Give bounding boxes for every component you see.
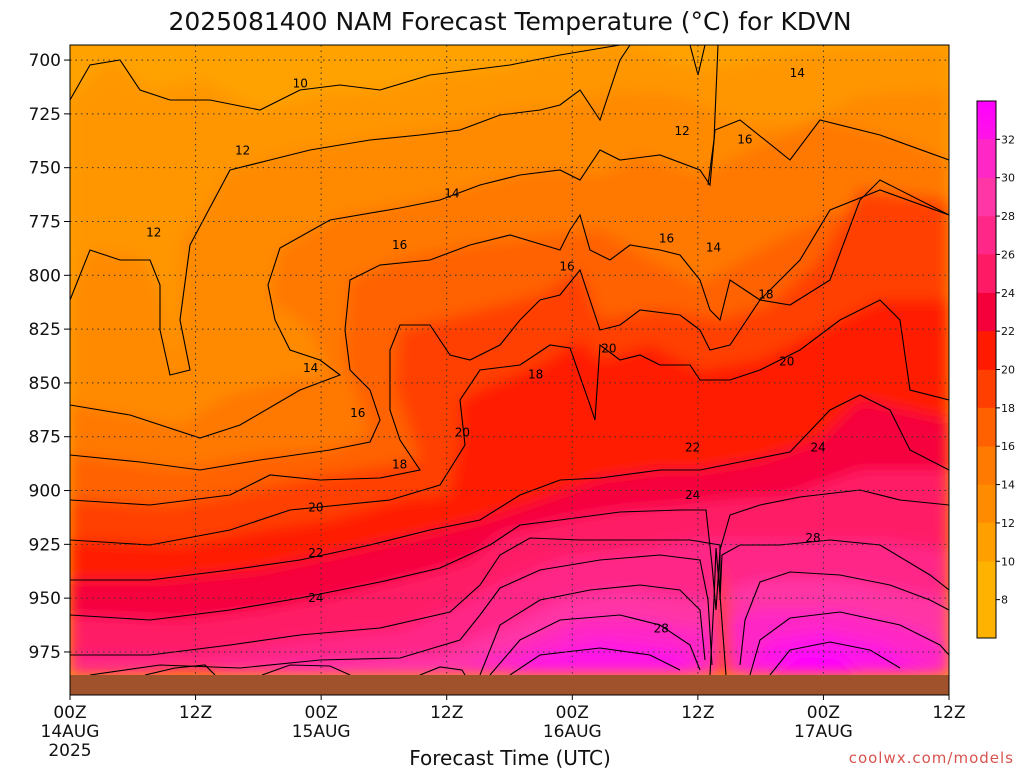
contour-label: 12: [146, 225, 161, 239]
y-tick-label: 925: [29, 535, 61, 555]
temperature-field: [70, 45, 949, 675]
contour-label: 22: [308, 546, 323, 560]
contour-label: 16: [659, 232, 674, 246]
contour-label: 14: [790, 66, 805, 80]
contour-label: 22: [685, 440, 700, 454]
y-tick-label: 900: [29, 482, 61, 502]
y-tick-label: 700: [29, 51, 61, 71]
contour-label: 12: [675, 124, 690, 138]
credit-text: coolwx.com/models: [849, 749, 1014, 767]
chart-title: 2025081400 NAM Forecast Temperature (°C)…: [168, 7, 851, 36]
plot-frame: [69, 44, 950, 696]
contour-label: 20: [308, 501, 323, 515]
colorbar: 8 10 12 14 16 18 20 22 24 26 28 30 32: [976, 100, 1015, 639]
colorbar-tick-label: 18: [1001, 402, 1015, 415]
contour-label: 16: [737, 133, 752, 147]
x-tick-label: 00Z: [807, 703, 840, 723]
x-tick-label: 00Z: [305, 703, 338, 723]
contour-lines: [70, 45, 949, 675]
y-tick-label: 775: [29, 212, 61, 232]
contour-label: 24: [811, 440, 826, 454]
contour-label: 12: [235, 143, 250, 157]
colorbar-tick-label: 8: [1001, 594, 1008, 607]
contour-label: 10: [293, 77, 308, 91]
x-tick-label: 12Z: [430, 703, 463, 723]
y-axis: 700 725 750 775 800 825 850 875 900 925 950 975: [29, 51, 70, 663]
y-tick-label: 825: [29, 320, 61, 340]
contour-label: 16: [350, 406, 365, 420]
contour-label: 16: [392, 238, 407, 252]
colorbar-tick-label: 30: [1001, 172, 1015, 185]
x-tick-label: 12Z: [681, 703, 714, 723]
x-tick-label: 12Z: [179, 703, 212, 723]
colorbar-swatch: [976, 100, 997, 639]
contour-label: 14: [706, 240, 721, 254]
y-tick-label: 850: [29, 374, 61, 394]
x-axis-label: Forecast Time (UTC): [409, 746, 611, 768]
colorbar-tick-label: 14: [1001, 479, 1015, 492]
x-tick-label: 00Z: [556, 703, 589, 723]
contour-label: 20: [779, 354, 794, 368]
contour-label: 20: [601, 341, 616, 355]
colorbar-tick-label: 32: [1001, 133, 1015, 146]
colorbar-tick-label: 10: [1001, 555, 1015, 568]
x-tick-date: 17AUG: [794, 722, 853, 742]
contour-label: 16: [559, 260, 574, 274]
y-tick-label: 725: [29, 105, 61, 125]
x-tick-date: 15AUG: [292, 722, 351, 742]
contour-label: 28: [654, 621, 669, 635]
colorbar-tick-label: 20: [1001, 364, 1015, 377]
contour-label: 28: [805, 531, 820, 545]
colorbar-tick-label: 24: [1001, 287, 1015, 300]
y-tick-label: 875: [29, 428, 61, 448]
y-tick-label: 975: [29, 643, 61, 663]
x-tick-label: 00Z: [53, 703, 86, 723]
x-tick-label: 12Z: [932, 703, 965, 723]
x-tick-date: 16AUG: [543, 722, 602, 742]
contour-label: 24: [308, 591, 323, 605]
y-tick-label: 950: [29, 589, 61, 609]
colorbar-tick-label: 16: [1001, 440, 1015, 453]
x-tick-year: 2025: [48, 741, 91, 761]
y-tick-label: 800: [29, 266, 61, 286]
contour-label: 18: [392, 458, 407, 472]
ground-surface: [70, 675, 949, 695]
y-tick-label: 750: [29, 159, 61, 179]
contour-label: 20: [455, 425, 470, 439]
colorbar-tick-label: 28: [1001, 210, 1015, 223]
contour-label: 24: [685, 488, 700, 502]
colorbar-tick-label: 26: [1001, 248, 1015, 261]
contour-label: 14: [303, 361, 318, 375]
contour-labels: 10 14 12 16 12 14 12 16 16 14 16 18 14 20 20 18 16 20 22 24…: [146, 66, 826, 635]
x-tick-date: 14AUG: [41, 722, 100, 742]
contour-label: 14: [444, 187, 459, 201]
colorbar-tick-label: 12: [1001, 517, 1015, 530]
colorbar-tick-label: 22: [1001, 325, 1015, 338]
grid-lines: [70, 45, 949, 685]
contour-label: 18: [758, 288, 773, 302]
contour-label: 18: [528, 367, 543, 381]
